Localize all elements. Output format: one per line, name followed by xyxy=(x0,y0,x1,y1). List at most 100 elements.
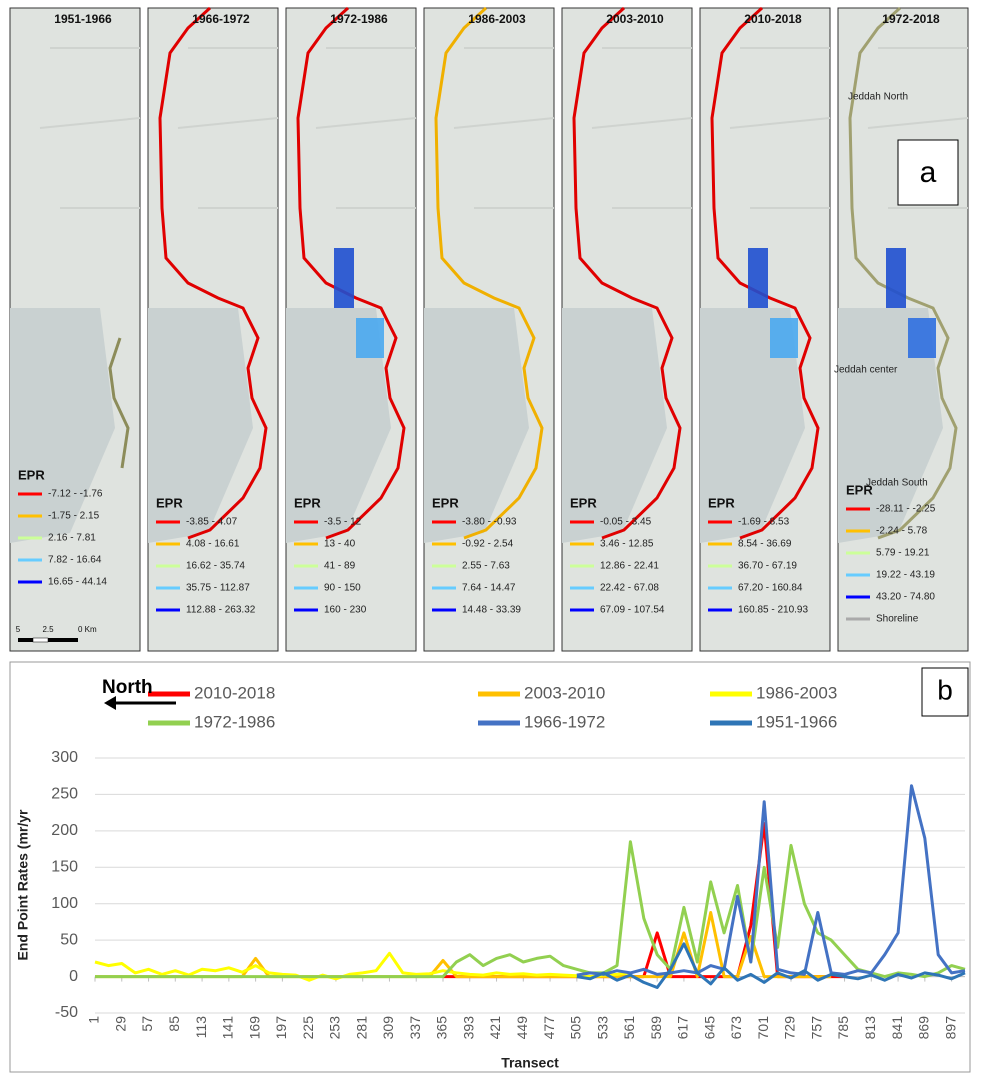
legend-label: 90 - 150 xyxy=(324,583,361,594)
legend-label: 12.86 - 22.41 xyxy=(600,561,659,572)
x-tick-label: 897 xyxy=(942,1016,958,1040)
legend-label: -3.80 - -0.93 xyxy=(462,517,517,528)
x-tick-label: 225 xyxy=(300,1016,316,1040)
legend-label: 16.62 - 35.74 xyxy=(186,561,245,572)
legend-title: EPR xyxy=(156,495,183,510)
legend-label: 5.79 - 19.21 xyxy=(876,548,930,559)
accretion-patch xyxy=(748,248,768,308)
legend-label: 41 - 89 xyxy=(324,561,356,572)
legend-label: 67.09 - 107.54 xyxy=(600,605,665,616)
x-tick-label: 617 xyxy=(675,1016,691,1040)
map-panel: 1972-1986 EPR-3.5 - 12 13 - 40 41 - 89 90 - … xyxy=(286,8,416,651)
y-tick-label: 100 xyxy=(51,895,78,912)
legend-label: 4.08 - 16.61 xyxy=(186,539,240,550)
legend-title: EPR xyxy=(294,495,321,510)
panel-b: -500501001502002503001295785113141169197… xyxy=(10,662,970,1072)
x-tick-label: 533 xyxy=(594,1016,610,1040)
legend-label: 19.22 - 43.19 xyxy=(876,570,935,581)
map-title: 2010-2018 xyxy=(744,12,802,26)
accretion-patch xyxy=(334,248,354,308)
legend-label: -0.92 - 2.54 xyxy=(462,539,514,550)
accretion-patch xyxy=(770,318,798,358)
legend-label: 43.20 - 74.80 xyxy=(876,592,935,603)
x-tick-label: 309 xyxy=(380,1016,396,1040)
legend-label: 35.75 - 112.87 xyxy=(186,583,250,594)
x-tick-label: 505 xyxy=(568,1016,584,1040)
legend-label: -28.11 - -2.25 xyxy=(876,504,936,515)
direction-label: North xyxy=(102,677,153,698)
accretion-patch xyxy=(356,318,384,358)
scale-bar-segment xyxy=(33,638,48,642)
x-tick-label: 477 xyxy=(541,1016,557,1040)
legend-label: 36.70 - 67.19 xyxy=(738,561,797,572)
x-tick-label: 113 xyxy=(193,1016,209,1039)
x-tick-label: 253 xyxy=(327,1016,343,1040)
legend-title: EPR xyxy=(708,495,735,510)
legend-label: -2.24 - 5.78 xyxy=(876,526,928,537)
legend-label: 2003-2010 xyxy=(524,683,605,702)
x-tick-label: 337 xyxy=(407,1016,423,1040)
x-tick-label: 1 xyxy=(86,1016,102,1024)
legend-label: 160.85 - 210.93 xyxy=(738,605,808,616)
scale-label: 0 Km xyxy=(78,625,97,634)
map-title: 1966-1972 xyxy=(192,12,250,26)
y-tick-label: 150 xyxy=(51,859,78,876)
legend-label: 2.16 - 7.81 xyxy=(48,533,96,544)
x-tick-label: 169 xyxy=(246,1016,262,1040)
x-tick-label: 57 xyxy=(139,1016,155,1032)
x-tick-label: 197 xyxy=(273,1016,289,1040)
legend-label: -1.75 - 2.15 xyxy=(48,511,100,522)
legend-label: -1.69 - 8.53 xyxy=(738,517,790,528)
map-panel: 2003-2010 EPR-0.05 - 3.45 3.46 - 12.85 12.8… xyxy=(562,8,692,651)
legend-label: 1972-1986 xyxy=(194,712,275,731)
legend-label: 2010-2018 xyxy=(194,683,275,702)
legend-label: 112.88 - 263.32 xyxy=(186,605,256,616)
x-tick-label: 421 xyxy=(487,1016,503,1040)
legend-label: -3.5 - 12 xyxy=(324,517,362,528)
map-title: 2003-2010 xyxy=(606,12,664,26)
accretion-patch xyxy=(908,318,936,358)
y-tick-label: 300 xyxy=(51,749,78,766)
x-tick-label: 29 xyxy=(112,1016,128,1032)
map-title: 1972-2018 xyxy=(882,12,940,26)
legend-label: 13 - 40 xyxy=(324,539,356,550)
map-title: 1986-2003 xyxy=(468,12,526,26)
map-panel: 2010-2018 EPR-1.69 - 8.53 8.54 - 36.69 36.7… xyxy=(700,8,830,651)
legend-title: EPR xyxy=(570,495,597,510)
legend-label: 1966-1972 xyxy=(524,712,605,731)
x-tick-label: 449 xyxy=(514,1016,530,1040)
x-tick-label: 841 xyxy=(889,1016,905,1040)
x-tick-label: 589 xyxy=(648,1016,664,1040)
x-tick-label: 701 xyxy=(755,1016,771,1040)
x-axis-label: Transect xyxy=(501,1055,559,1071)
place-label: Jeddah North xyxy=(848,92,908,103)
x-tick-label: 785 xyxy=(835,1016,851,1040)
legend-label: Shoreline xyxy=(876,614,919,625)
x-tick-label: 281 xyxy=(353,1016,369,1040)
x-tick-label: 729 xyxy=(782,1016,798,1040)
place-label: Jeddah South xyxy=(866,478,928,489)
x-tick-label: 141 xyxy=(220,1016,236,1040)
legend-label: 1951-1966 xyxy=(756,712,837,731)
map-title: 1972-1986 xyxy=(330,12,388,26)
accretion-patch xyxy=(886,248,906,308)
panel-label: b xyxy=(937,674,953,705)
legend-label: 1986-2003 xyxy=(756,683,837,702)
panel-label: a xyxy=(920,156,937,189)
x-tick-label: 85 xyxy=(166,1016,182,1032)
legend-label: 67.20 - 160.84 xyxy=(738,583,803,594)
legend-title: EPR xyxy=(432,495,459,510)
map-title: 1951-1966 xyxy=(54,12,112,26)
legend-label: 8.54 - 36.69 xyxy=(738,539,792,550)
legend-label: 3.46 - 12.85 xyxy=(600,539,654,550)
legend-label: -7.12 - -1.76 xyxy=(48,489,103,500)
legend-label: 160 - 230 xyxy=(324,605,367,616)
x-tick-label: 673 xyxy=(728,1016,744,1040)
legend-title: EPR xyxy=(18,467,45,482)
x-tick-label: 561 xyxy=(621,1016,637,1040)
legend-label: 22.42 - 67.08 xyxy=(600,583,659,594)
scale-label: 2.5 xyxy=(42,625,54,634)
figure: 1951-1966EPR-7.12 - -1.76-1.75 - 2.152.1… xyxy=(0,0,982,1075)
legend-label: -0.05 - 3.45 xyxy=(600,517,652,528)
